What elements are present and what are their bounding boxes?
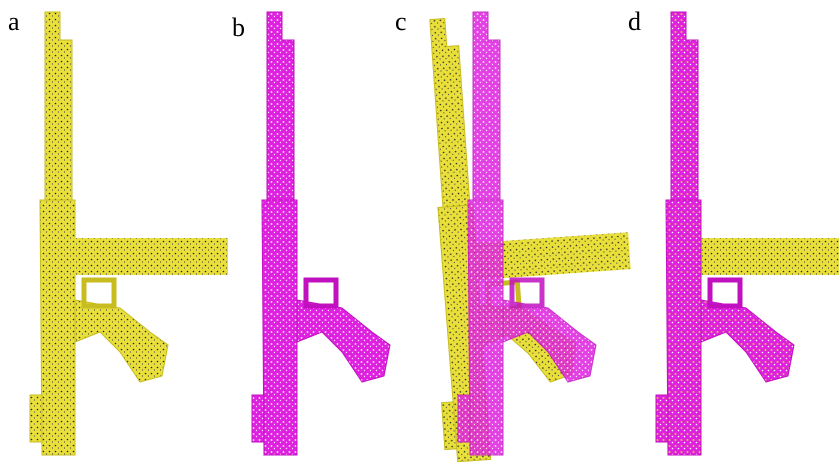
panel-c — [415, 7, 643, 463]
panel-b — [252, 12, 390, 455]
point-cloud-target — [458, 12, 596, 455]
panel-label: b — [232, 13, 245, 42]
point-cloud-target — [252, 12, 390, 455]
point-cloud-aligned — [656, 12, 794, 455]
point-cloud-magazine — [70, 238, 228, 275]
panel-d — [656, 12, 839, 455]
figure: a b c d — [0, 0, 839, 464]
panel-a — [30, 12, 228, 455]
panel-label: d — [628, 7, 641, 36]
point-cloud-magazine — [696, 238, 839, 275]
panel-label: a — [8, 7, 20, 36]
panel-label: c — [395, 7, 407, 36]
point-cloud-source — [30, 12, 168, 455]
